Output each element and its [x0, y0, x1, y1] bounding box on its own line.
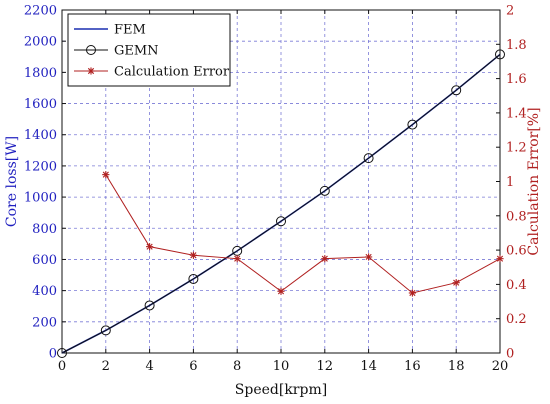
y-left-tick-label: 1600 — [24, 97, 57, 112]
data-point-circle — [57, 348, 67, 358]
x-tick-label: 4 — [145, 359, 153, 374]
y-right-tick-label: 0 — [506, 347, 514, 362]
x-axis-label: Speed[krpm] — [235, 382, 327, 398]
data-point-asterisk — [452, 279, 460, 287]
y-left-tick-label: 2000 — [24, 35, 57, 50]
x-tick-label: 18 — [448, 359, 465, 374]
x-tick-label: 12 — [317, 359, 334, 374]
series-calculation-error — [102, 171, 504, 297]
y-right-tick-label: 0.2 — [506, 312, 527, 327]
data-point-asterisk — [102, 171, 110, 179]
legend-label: FEM — [114, 23, 146, 38]
y-left-tick-label: 600 — [32, 253, 57, 268]
data-point-asterisk — [146, 243, 154, 251]
y-right-tick-label: 1.4 — [506, 106, 527, 121]
y-right-tick-label: 1.6 — [506, 72, 527, 87]
series-gemn — [57, 49, 505, 358]
axis-ticks: 0 2 4 6 8 10 12 14 16 18 2002004006008001000120014… — [24, 4, 527, 375]
x-tick-label: 16 — [404, 359, 421, 374]
data-point-circle — [100, 325, 111, 336]
data-point-asterisk — [408, 289, 416, 297]
y-left-tick-label: 800 — [32, 222, 57, 237]
data-point-asterisk — [365, 253, 373, 261]
y-right-tick-label: 0.6 — [506, 244, 527, 259]
legend-item: Calculation Error — [74, 65, 230, 80]
data-point-circle — [86, 45, 96, 55]
data-point-asterisk — [277, 287, 285, 295]
y-left-tick-label: 1200 — [24, 159, 57, 174]
data-point-asterisk — [496, 255, 504, 263]
y-right-tick-label: 0.4 — [506, 278, 527, 293]
legend-label: GEMN — [114, 44, 159, 59]
x-tick-label: 20 — [492, 359, 509, 374]
x-tick-label: 0 — [58, 359, 66, 374]
x-tick-label: 6 — [189, 359, 197, 374]
data-point-asterisk — [189, 251, 197, 259]
y-left-tick-label: 1800 — [24, 66, 57, 81]
y-left-tick-label: 400 — [32, 284, 57, 299]
data-point-circle — [495, 49, 505, 60]
legend: FEM GEMN Calculation Error — [67, 13, 231, 87]
data-point-asterisk — [87, 67, 95, 75]
y-left-tick-label: 2200 — [24, 4, 57, 19]
data-point-circle — [188, 273, 199, 284]
x-tick-label: 14 — [360, 359, 377, 374]
legend-label: Calculation Error — [114, 65, 230, 80]
data-point-asterisk — [233, 255, 241, 263]
data-point-asterisk — [321, 255, 329, 263]
y-left-tick-label: 1000 — [24, 191, 57, 206]
data-point-circle — [144, 300, 155, 311]
y-right-tick-label: 1.8 — [506, 38, 527, 53]
y-right-tick-label: 1.2 — [506, 141, 527, 156]
y-right-tick-label: 0.8 — [506, 209, 527, 224]
data-point-circle — [276, 216, 286, 227]
series-layer — [57, 49, 505, 358]
x-tick-label: 10 — [273, 359, 290, 374]
y-left-tick-label: 1400 — [24, 128, 57, 143]
legend-item: GEMN — [74, 44, 159, 59]
y-right-tick-label: 2 — [506, 4, 514, 19]
series-line — [61, 54, 501, 354]
y-left-tick-label: 200 — [32, 315, 57, 330]
legend-item: FEM — [74, 23, 146, 38]
data-point-circle — [363, 153, 374, 164]
data-point-circle — [407, 119, 418, 130]
x-tick-label: 8 — [233, 359, 241, 374]
y-axis-left-label: Core loss[W] — [4, 136, 20, 227]
series-line — [105, 174, 501, 294]
y-left-tick-label: 0 — [49, 347, 57, 362]
data-point-circle — [319, 185, 330, 196]
y-right-tick-label: 1 — [506, 175, 514, 190]
x-tick-label: 2 — [102, 359, 110, 374]
y-axis-right-label: Calculation Error[%] — [526, 107, 542, 255]
data-point-circle — [451, 85, 462, 96]
